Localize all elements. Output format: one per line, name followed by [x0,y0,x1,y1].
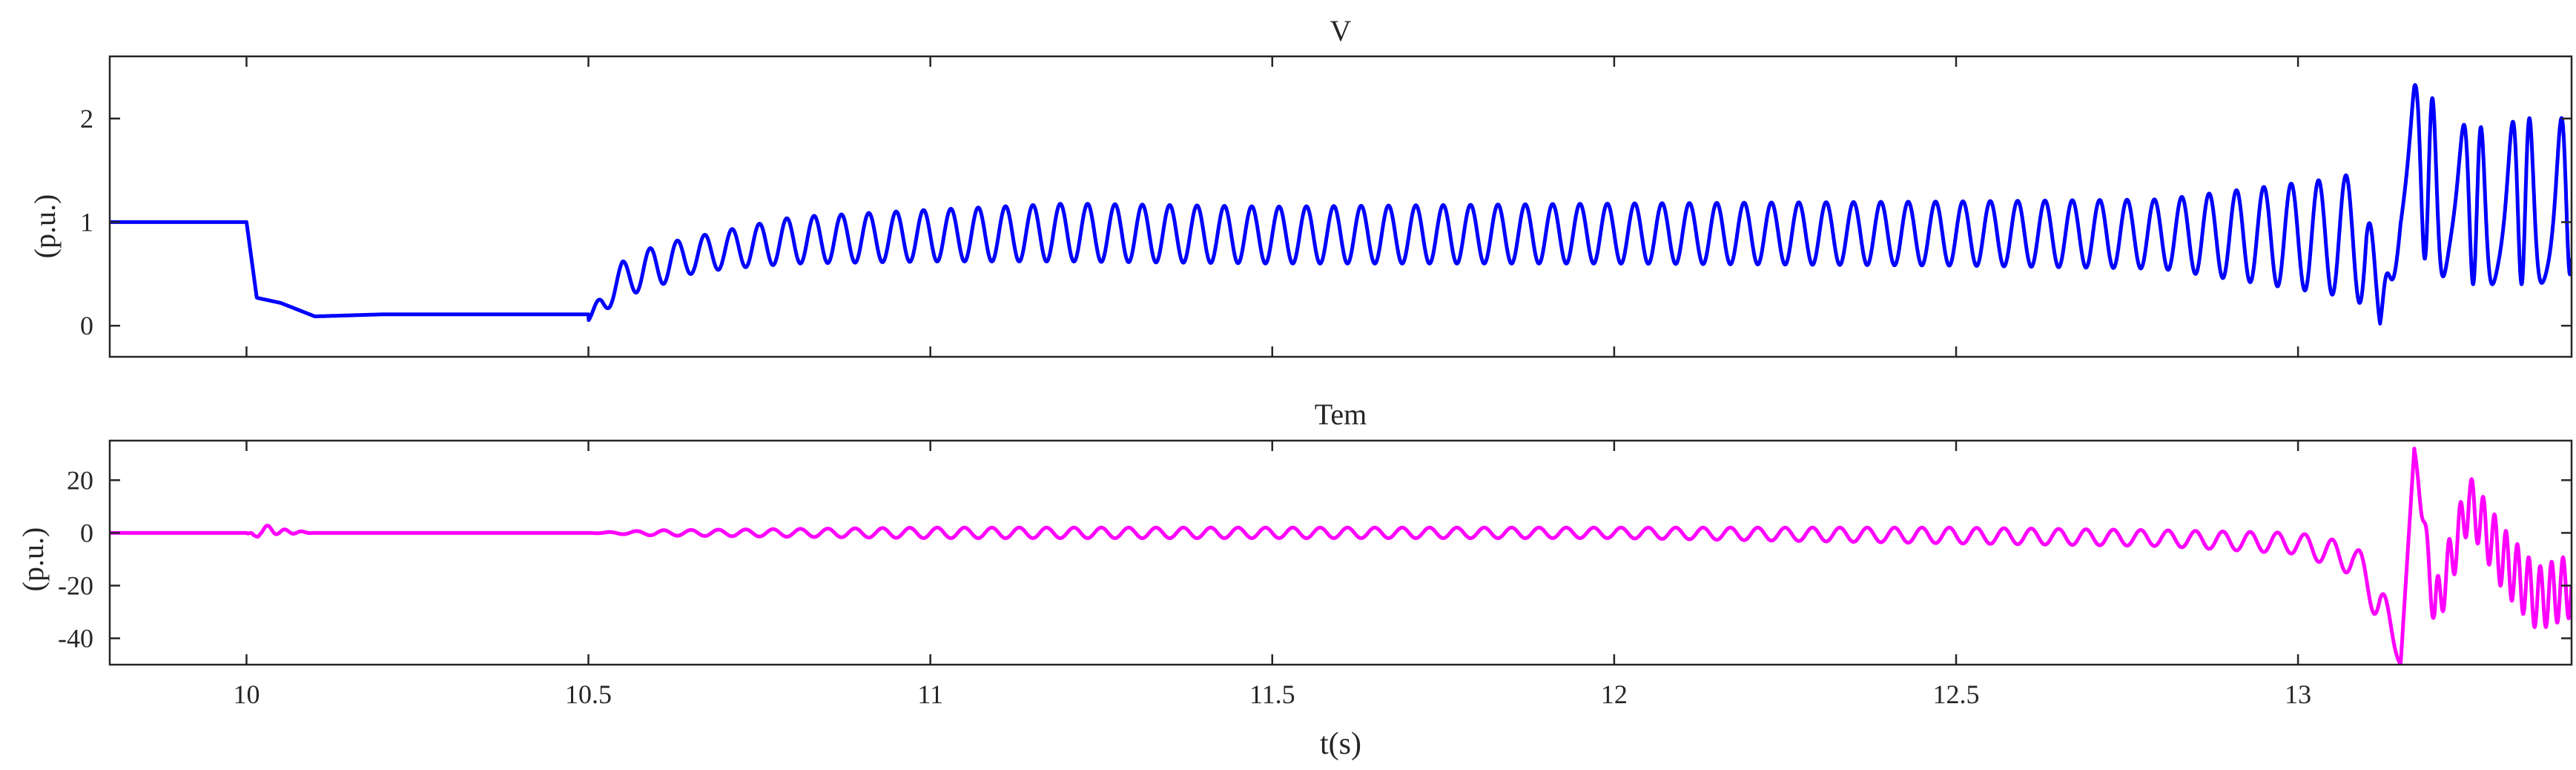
y-tick-label: 2 [80,104,93,134]
y-tick-label: 0 [80,311,93,340]
voltage-plot-area [110,83,2572,326]
x-tick-label: 10 [233,679,260,709]
y-tick-label: 1 [80,207,93,237]
x-tick-label: 13 [2285,679,2311,709]
y-tick-label: -20 [58,570,93,600]
voltage-axes-frame [108,55,2573,358]
torque-axes-frame [108,439,2573,666]
voltage-y-label: (p.u.) [28,194,62,259]
voltage-panel: V (p.u.) 0 1 2 [28,14,2573,358]
torque-plot-area [110,447,2572,665]
torque-series-line [110,447,2572,665]
y-tick-label: 0 [80,518,93,547]
voltage-title: V [1330,14,1352,47]
x-tick-label: 12 [1601,679,1628,709]
x-tick-label: 11.5 [1249,679,1295,709]
voltage-ticks: 0 1 2 [80,56,2572,357]
torque-title: Tem [1315,398,1367,431]
y-tick-label: 20 [67,465,93,495]
x-tick-label: 12.5 [1933,679,1980,709]
torque-panel: Tem (p.u.) 10 10.5 11 11.5 12 12.5 13 -40 -20 0 20… [16,398,2573,761]
x-tick-label: 11 [917,679,943,709]
x-tick-label: 10.5 [565,679,612,709]
x-axis-label: t(s) [1320,727,1361,761]
torque-ticks: 10 10.5 11 11.5 12 12.5 13 -40 -20 0 20 [58,441,2572,709]
torque-y-label: (p.u.) [16,527,50,592]
y-tick-label: -40 [58,623,93,653]
voltage-series-line [110,83,2572,326]
